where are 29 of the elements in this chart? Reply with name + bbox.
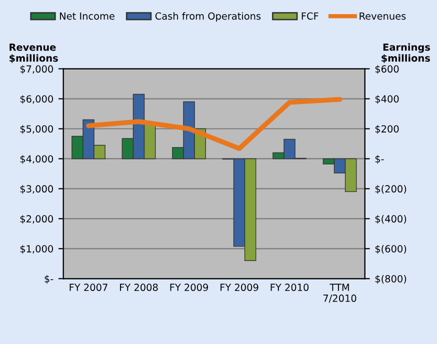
y2-axis-title: Earnings $millions bbox=[382, 43, 430, 64]
y-tick-label: $2,000 bbox=[20, 214, 53, 224]
y-tick-label: $7,000 bbox=[20, 65, 53, 74]
y2-tick-label: $- bbox=[375, 155, 384, 164]
y2-tick-label: $(800) bbox=[375, 274, 406, 284]
y2-tick-label: $(600) bbox=[375, 244, 406, 254]
legend-label: Revenues bbox=[360, 12, 406, 20]
x-tick-label: FY 2010 bbox=[270, 284, 309, 292]
line-series bbox=[86, 96, 342, 151]
x-tick-label: FY 2008 bbox=[120, 284, 158, 292]
legend-label: Net Income bbox=[60, 12, 114, 20]
x-tick-label: FY 2009 bbox=[220, 284, 258, 292]
y-tick-label: $6,000 bbox=[20, 95, 53, 104]
y2-tick-label: $400 bbox=[375, 95, 399, 104]
x-tick-label: FY 2007 bbox=[70, 284, 108, 292]
x-tick-label: FY 2009 bbox=[170, 284, 208, 292]
y-tick-label: $1,000 bbox=[20, 244, 53, 254]
legend-label: FCF bbox=[302, 12, 318, 20]
y-tick-label: $5,000 bbox=[20, 125, 53, 134]
y-tick-label: $3,000 bbox=[20, 185, 53, 194]
y2-tick-label: $600 bbox=[375, 65, 399, 74]
y2-tick-label: $(400) bbox=[375, 214, 406, 224]
legend-label: Cash from Operations bbox=[155, 12, 261, 22]
y-axis-title: Revenue $millions bbox=[10, 44, 58, 64]
y2-tick-label: $200 bbox=[375, 125, 399, 134]
x-tick-label: TTM 7/2010 bbox=[323, 284, 356, 303]
y-tick-label: $4,000 bbox=[20, 155, 53, 164]
y-tick-label: $- bbox=[44, 274, 54, 284]
y2-tick-label: $(200) bbox=[375, 185, 406, 194]
